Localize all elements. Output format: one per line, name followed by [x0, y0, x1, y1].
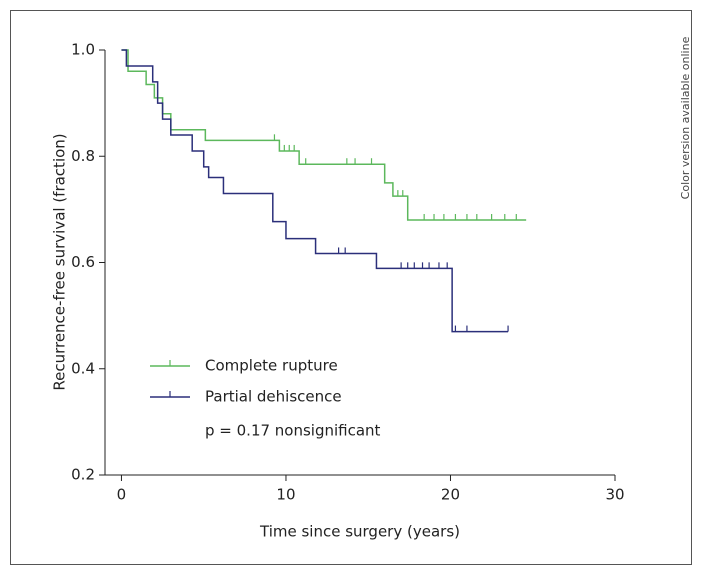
- y-tick-label: 0.8: [71, 147, 95, 165]
- y-tick-label: 0.2: [71, 466, 95, 484]
- y-tick-label: 0.4: [71, 359, 95, 377]
- survival-curve: [121, 49, 527, 221]
- y-tick-label: 1.0: [71, 41, 95, 59]
- annotation: p = 0.17 nonsignificant: [205, 422, 381, 440]
- x-axis-label: Time since surgery (years): [259, 523, 460, 541]
- x-tick-label: 20: [441, 486, 460, 504]
- x-tick-label: 0: [117, 486, 127, 504]
- x-tick-label: 10: [276, 486, 295, 504]
- y-axis-label: Recurrence-free survival (fraction): [51, 133, 69, 390]
- survival-curve: [121, 49, 509, 333]
- legend-label: Complete rupture: [205, 357, 338, 375]
- legend-label: Partial dehiscence: [205, 388, 342, 406]
- y-tick-label: 0.6: [71, 253, 95, 271]
- frame: [10, 10, 692, 565]
- x-tick-label: 30: [605, 486, 624, 504]
- side-note: Color version available online: [679, 36, 692, 199]
